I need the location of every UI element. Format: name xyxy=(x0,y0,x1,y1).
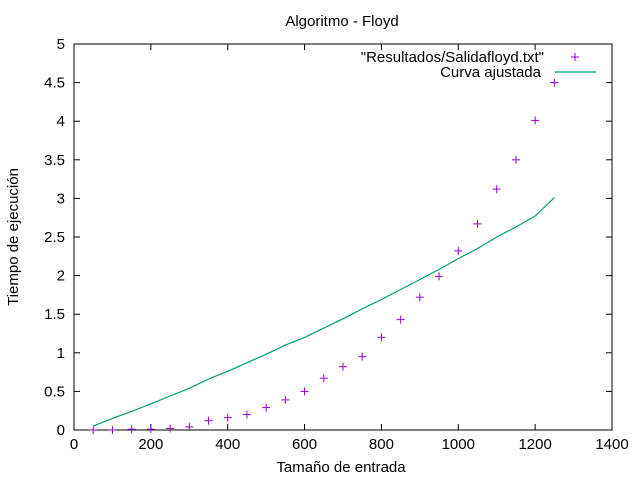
x-tick-label: 1200 xyxy=(518,436,551,453)
y-tick-label: 2 xyxy=(57,268,65,285)
y-tick-label: 5 xyxy=(57,36,65,53)
legend-label-resultados: "Resultados/Salidafloyd.txt" xyxy=(361,49,544,66)
y-tick-label: 2.5 xyxy=(44,229,65,246)
series-line-curva-ajustada xyxy=(92,197,555,427)
y-tick-label: 0.5 xyxy=(44,383,65,400)
legend-label-curva-ajustada: Curva ajustada xyxy=(440,64,542,81)
x-tick-label: 1000 xyxy=(442,436,475,453)
x-axis-label: Tamaño de entrada xyxy=(276,459,406,476)
data-point xyxy=(339,362,347,371)
data-point xyxy=(511,155,520,164)
data-point xyxy=(396,315,405,324)
data-point xyxy=(415,293,424,302)
y-tick-label: 0 xyxy=(57,422,65,439)
legend-plus-marker xyxy=(571,53,579,61)
x-tick-label: 0 xyxy=(70,436,78,453)
y-tick-label: 1.5 xyxy=(44,306,65,323)
y-tick-label: 1 xyxy=(57,345,65,362)
series-layer xyxy=(89,78,559,434)
series-points-resultados xyxy=(89,78,559,434)
data-point xyxy=(550,78,559,87)
data-point xyxy=(492,185,501,194)
y-tick-label: 3 xyxy=(57,190,65,207)
data-point xyxy=(242,410,251,419)
data-point xyxy=(281,395,290,404)
data-point xyxy=(473,219,482,228)
legend: "Resultados/Salidafloyd.txt" Curva ajust… xyxy=(361,49,596,81)
y-tick-label: 4 xyxy=(57,113,65,130)
data-point xyxy=(300,387,309,396)
x-axis: 0 200 400 600 800 1000 1200 1400 xyxy=(70,44,629,453)
data-point xyxy=(262,403,271,412)
data-point xyxy=(454,246,463,255)
y-axis-label: Tiempo de ejecución xyxy=(5,168,22,306)
y-axis: 0 0.5 1 1.5 2 2.5 3 3.5 4 4.5 5 xyxy=(44,36,612,439)
data-point xyxy=(146,425,155,434)
x-tick-label: 200 xyxy=(138,436,163,453)
data-point xyxy=(89,426,98,434)
data-point xyxy=(108,426,117,434)
legend-marker-resultados xyxy=(571,53,579,61)
data-point xyxy=(358,352,367,361)
chart-title: Algoritmo - Floyd xyxy=(285,13,398,30)
x-tick-label: 800 xyxy=(369,436,394,453)
data-point xyxy=(435,272,444,281)
data-point xyxy=(185,422,194,431)
data-point xyxy=(127,425,136,434)
data-point xyxy=(166,424,175,433)
data-point xyxy=(531,116,540,125)
x-tick-label: 1400 xyxy=(595,436,628,453)
x-tick-label: 600 xyxy=(292,436,317,453)
data-point xyxy=(223,413,232,422)
y-tick-label: 4.5 xyxy=(44,75,65,92)
x-tick-label: 400 xyxy=(215,436,240,453)
data-point xyxy=(377,333,386,342)
data-point xyxy=(204,416,213,425)
y-tick-label: 3.5 xyxy=(44,152,65,169)
data-point xyxy=(319,374,328,383)
